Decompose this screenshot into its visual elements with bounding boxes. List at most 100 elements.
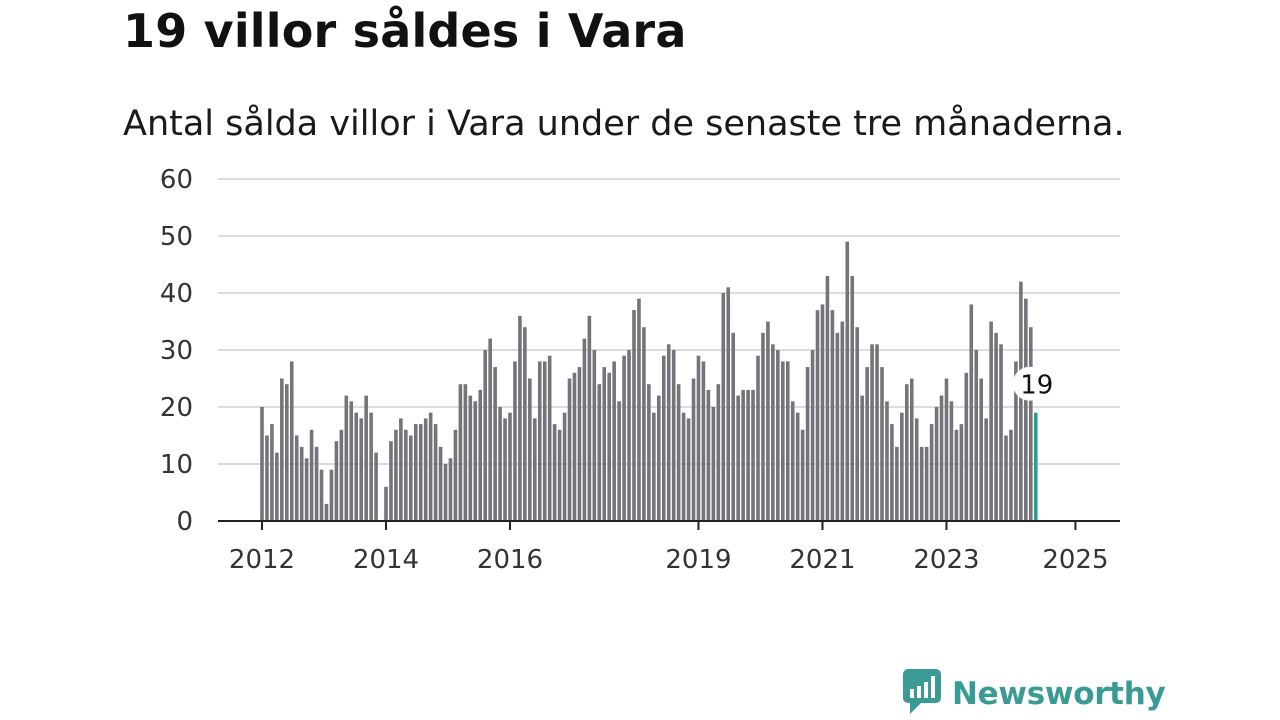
bar: [1024, 298, 1028, 521]
bar: [493, 367, 497, 521]
bar: [805, 367, 810, 521]
bars: [260, 241, 1038, 521]
chart-title: 19 villor såldes i Vara: [123, 4, 687, 58]
bar: [766, 321, 770, 521]
bar: [488, 338, 492, 521]
x-tick-label: 2021: [789, 545, 855, 575]
bar: [438, 446, 443, 521]
bar: [374, 452, 378, 521]
y-axis-ticks: 0 10 20 30 40 50 60: [160, 165, 193, 537]
bar: [260, 407, 264, 521]
bar: [478, 389, 483, 521]
bar: [895, 446, 899, 521]
bar: [751, 389, 755, 521]
bar: [731, 332, 735, 521]
bar: [642, 327, 646, 521]
bar: [815, 310, 820, 521]
bar: [339, 429, 344, 521]
bar-latest: [1033, 412, 1038, 521]
bar: [810, 350, 815, 521]
bar: [721, 293, 726, 521]
bar: [562, 412, 567, 521]
bar: [314, 446, 319, 521]
bar: [900, 412, 904, 521]
bar: [324, 503, 329, 521]
x-axis-ticks: 2012 2014 2016 2019 2021 2023 2025: [229, 521, 1109, 575]
bar: [409, 435, 413, 521]
bar: [969, 304, 974, 521]
bar: [468, 395, 473, 521]
bar: [761, 332, 765, 521]
bar: [820, 304, 825, 521]
bar: [612, 361, 616, 521]
x-tick-label: 2025: [1042, 545, 1108, 575]
bar: [334, 441, 339, 521]
bar: [344, 395, 349, 521]
bar: [265, 435, 269, 521]
bar: [577, 367, 582, 521]
bar: [547, 355, 552, 521]
bar: [294, 435, 299, 521]
bar: [790, 401, 795, 521]
bar: [285, 384, 289, 521]
bar: [433, 424, 438, 521]
bar: [984, 418, 988, 521]
bar: [423, 418, 428, 521]
bar: [979, 378, 983, 521]
bar: [964, 372, 969, 521]
bar: [771, 344, 775, 521]
bar: [860, 395, 864, 521]
bar: [483, 350, 487, 521]
brand-logo[interactable]: Newsworthy: [902, 669, 1166, 718]
bar: [716, 384, 721, 521]
bar: [825, 275, 830, 521]
bar: [280, 378, 284, 521]
bar: [1019, 281, 1023, 521]
bar: [994, 332, 998, 521]
bar: [686, 418, 691, 521]
y-tick-label: 0: [176, 507, 193, 537]
bar: [870, 344, 874, 521]
bar: [597, 384, 602, 521]
bar: [299, 446, 304, 521]
bar: [622, 355, 626, 521]
bar: [319, 469, 324, 521]
bar: [498, 407, 502, 521]
brand-name: Newsworthy: [952, 676, 1166, 712]
bar: [924, 446, 929, 521]
bar: [999, 344, 1003, 521]
x-tick-label: 2016: [477, 545, 543, 575]
bar: [309, 429, 314, 521]
bar: [929, 424, 934, 521]
bar: [607, 372, 611, 521]
bar: [572, 372, 577, 521]
y-tick-label: 20: [160, 393, 193, 423]
bar: [364, 395, 368, 521]
bar: [304, 458, 309, 521]
bar: [384, 486, 388, 521]
bar: [453, 429, 458, 521]
bar: [666, 344, 671, 521]
bar: [523, 327, 527, 521]
x-tick-label: 2023: [913, 545, 979, 575]
last-value-annotation: 19: [1012, 366, 1053, 401]
bar: [567, 378, 572, 521]
bar: [582, 338, 587, 521]
bar: [855, 327, 859, 521]
bar: [919, 446, 924, 521]
bar: [909, 378, 914, 521]
bar: [661, 355, 666, 521]
bar: [647, 384, 651, 521]
bar: [934, 407, 939, 521]
bar: [270, 424, 274, 521]
bar: [508, 412, 512, 521]
bar: [880, 367, 884, 521]
bar: [458, 384, 463, 521]
latest-value-label: 19: [1020, 371, 1053, 401]
bar: [518, 315, 522, 521]
bar: [513, 361, 517, 521]
bar: [404, 429, 408, 521]
bar: [830, 310, 835, 521]
bar: [845, 241, 850, 521]
